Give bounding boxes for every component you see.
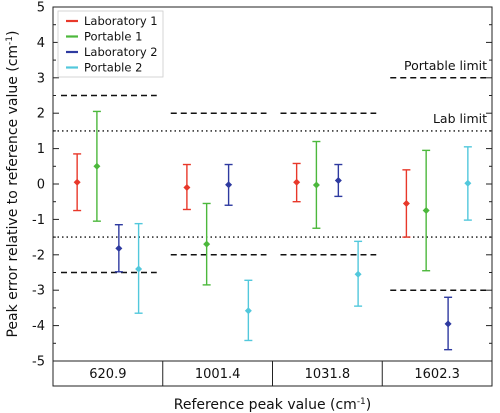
data-point-marker — [402, 199, 410, 207]
data-point-marker — [354, 270, 362, 278]
y-tick-label: 2 — [37, 107, 45, 122]
legend-entry-label: Laboratory 1 — [84, 14, 158, 28]
y-tick-label: -2 — [32, 248, 45, 263]
error-bar-point — [244, 279, 253, 342]
error-bar-point — [402, 169, 411, 238]
data-point-marker — [422, 207, 430, 215]
error-bar-point — [182, 163, 191, 211]
error-bars — [73, 110, 472, 351]
limit-lines — [53, 77, 492, 291]
error-bar-point — [134, 222, 143, 314]
error-bar-point — [422, 149, 431, 272]
error-bar-point — [202, 202, 211, 286]
error-bar-point — [224, 163, 233, 206]
category-label: 620.9 — [89, 367, 126, 382]
data-point-marker — [135, 265, 143, 273]
y-tick-label: -1 — [32, 213, 45, 228]
annotations: Portable limit Lab limit — [404, 58, 487, 126]
y-axis-label-text: Peak error relative to reference value (… — [5, 45, 21, 338]
x-axis: 620.9 1001.4 1031.8 1602.3 — [53, 360, 492, 386]
data-point-marker — [444, 320, 452, 328]
x-axis-label-end: ) — [366, 397, 371, 413]
error-bar-point — [354, 240, 363, 307]
category-label: 1001.4 — [195, 367, 241, 382]
error-bar-point — [292, 162, 301, 203]
data-point-marker — [293, 178, 301, 186]
error-bar-point — [312, 140, 321, 229]
category-label: 1602.3 — [414, 367, 460, 382]
y-tick-label: 5 — [37, 1, 45, 16]
legend-entry-label: Portable 1 — [84, 30, 142, 44]
data-point-marker — [73, 178, 81, 186]
error-bar-point — [444, 296, 453, 351]
error-bar-point — [73, 153, 82, 212]
legend-entry-label: Portable 2 — [84, 61, 142, 75]
y-axis-label-end: ) — [5, 30, 21, 35]
category-label: 1031.8 — [305, 367, 351, 382]
data-point-marker — [183, 184, 191, 192]
data-point-marker — [203, 240, 211, 248]
error-bar-point — [92, 110, 101, 222]
legend-entry-label: Laboratory 2 — [84, 45, 158, 59]
y-tick-label: 4 — [37, 36, 45, 51]
y-tick-label: -3 — [32, 284, 45, 299]
y-tick-label: 0 — [37, 178, 45, 193]
error-bar-point — [334, 163, 343, 198]
data-point-marker — [334, 176, 342, 184]
error-bar-point — [114, 224, 123, 273]
data-point-marker — [312, 181, 320, 189]
data-point-marker — [115, 244, 123, 252]
x-axis-label-sup: -1 — [357, 397, 366, 407]
lab-limit-label: Lab limit — [433, 111, 487, 126]
x-axis-label: Reference peak value (cm-1) — [174, 397, 372, 413]
y-tick-label: 1 — [37, 142, 45, 157]
y-axis-label-sup: -1 — [5, 36, 15, 45]
data-point-marker — [225, 181, 233, 189]
data-point-marker — [464, 179, 472, 187]
y-tick-label: -4 — [32, 319, 45, 334]
portable-limit-label: Portable limit — [404, 58, 487, 73]
x-axis-label-text: Reference peak value (cm — [174, 397, 357, 413]
error-bar-point — [463, 146, 472, 221]
data-point-marker — [244, 307, 252, 315]
y-tick-label: 3 — [37, 71, 45, 86]
data-point-marker — [93, 162, 101, 170]
y-tick-label: -5 — [32, 355, 45, 370]
y-axis-label: Peak error relative to reference value (… — [5, 30, 21, 337]
